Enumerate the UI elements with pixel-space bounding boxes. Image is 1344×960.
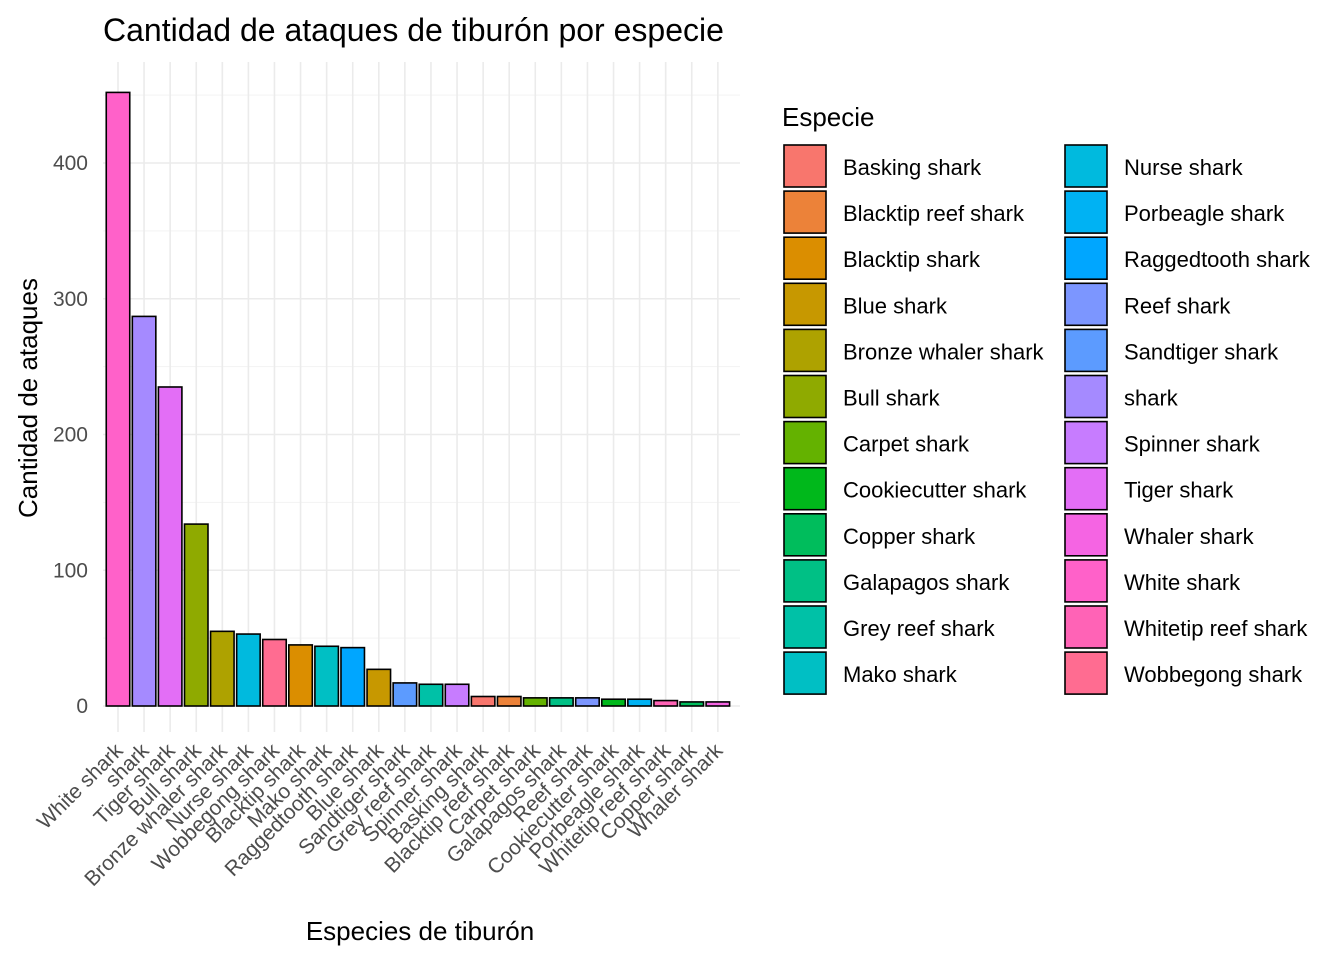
legend-key-cookiecutter-shark [783,466,827,511]
y-tick-label: 300 [53,288,88,311]
legend-label: Whaler shark [1124,524,1255,549]
bar-sandtiger-shark [392,682,418,707]
bar-basking-shark [470,695,496,707]
legend-key-whitetip-reef-shark [1064,605,1108,649]
legend-key-grey-reef-shark [783,605,827,649]
legend-key-raggedtooth-shark [1064,236,1108,280]
bar-wobbegong-shark [261,638,288,707]
legend-key-spinner-shark [1064,420,1108,465]
legend-label: shark [1124,386,1179,411]
legend-key-blacktip-reef-shark [783,190,827,234]
legend-key-blue-shark [783,282,827,327]
bar-white-shark [105,91,131,707]
legend-key-wobbegong-shark [1064,651,1108,695]
legend-key-galapagos-shark [783,559,827,603]
legend-key-white-shark [1064,559,1108,603]
legend-label: Bull shark [843,386,941,411]
bars [105,91,731,707]
legend-key-bronze-whaler-shark [783,328,827,373]
bar-blacktip-shark [288,644,314,707]
legend-key-copper-shark [783,512,827,557]
legend-label: Copper shark [843,524,976,549]
legend-title: Especie [782,102,875,132]
legend-key-whaler-shark [1064,512,1108,557]
legend-label: Carpet shark [843,432,970,457]
bar-carpet-shark [522,697,548,707]
legend-label: White shark [1124,570,1241,595]
bar-grey-reef-shark [418,683,444,707]
y-tick-label: 200 [53,424,88,447]
legend-key-nurse-shark [1064,144,1108,188]
legend-key-reef-shark [1064,282,1108,327]
y-axis-ticks: 0 100 200 300 400 [53,152,88,718]
bar-shark [131,315,157,707]
legend-key-bull-shark [783,374,827,419]
legend-label: Tiger shark [1124,478,1234,503]
legend-key-mako-shark [783,651,827,695]
bar-nurse-shark [235,633,261,707]
bar-copper-shark [679,701,705,707]
bar-galapagos-shark [548,697,574,707]
legend-label: Mako shark [843,662,958,687]
legend: Especie Basking shark Blacktip reef shark… [782,102,1311,695]
bar-raggedtooth-shark [340,646,366,707]
bar-tiger-shark [157,386,183,707]
bar-porbeagle-shark [627,698,653,707]
legend-label: Cookiecutter shark [843,478,1027,503]
legend-key-shark [1064,374,1108,419]
legend-label: Sandtiger shark [1124,339,1279,364]
bar-cookiecutter-shark [600,698,627,707]
bar-blue-shark [366,668,392,707]
legend-key-sandtiger-shark [1064,328,1108,373]
y-tick-label: 100 [53,559,88,582]
bar-whitetip-reef-shark [653,699,679,707]
legend-key-porbeagle-shark [1064,190,1108,234]
bar-spinner-shark [444,683,470,707]
legend-label: Galapagos shark [843,570,1010,595]
legend-label: Spinner shark [1124,432,1261,457]
bar-reef-shark [574,697,600,707]
legend-label: Blue shark [843,293,948,318]
bar-mako-shark [314,645,340,707]
y-tick-label: 0 [76,695,88,718]
legend-key-carpet-shark [783,420,827,465]
y-axis-title: Cantidad de ataques [13,278,43,518]
legend-label: Porbeagle shark [1124,201,1285,226]
legend-label: Blacktip shark [843,247,981,272]
legend-label: Wobbegong shark [1124,662,1303,687]
bar-blacktip-reef-shark [496,695,522,707]
bar-whaler-shark [705,701,731,707]
legend-label: Whitetip reef shark [1124,616,1308,641]
legend-label: Basking shark [843,155,982,180]
legend-label: Raggedtooth shark [1124,247,1311,272]
x-axis-title: Especies de tiburón [306,916,534,946]
legend-key-basking-shark [783,144,827,188]
y-tick-label: 400 [53,152,88,175]
legend-label: Grey reef shark [843,616,996,641]
chart-title: Cantidad de ataques de tiburón por espec… [103,12,724,48]
legend-label: Bronze whaler shark [843,339,1045,364]
legend-label: Blacktip reef shark [843,201,1025,226]
legend-label: Reef shark [1124,293,1231,318]
legend-label: Nurse shark [1124,155,1244,180]
legend-key-blacktip-shark [783,236,827,280]
bar-bull-shark [183,523,209,707]
bar-bronze-whaler-shark [209,630,235,707]
legend-key-tiger-shark [1064,466,1108,511]
